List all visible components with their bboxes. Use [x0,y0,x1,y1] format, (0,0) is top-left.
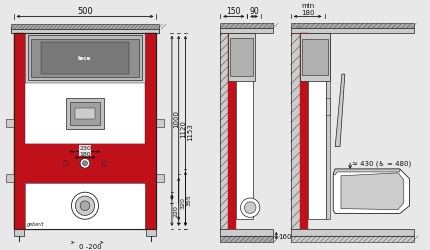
Bar [230,38,253,77]
Text: 90: 90 [249,7,259,16]
Bar [11,30,160,34]
Bar [13,34,157,229]
Text: 500: 500 [77,7,93,16]
Bar [291,229,415,236]
Bar [70,102,101,126]
Text: min
180: min 180 [301,3,314,16]
Bar [6,120,13,128]
Text: 355: 355 [187,193,192,205]
Bar [291,29,415,34]
Text: 180: 180 [79,152,91,156]
Bar [25,34,145,84]
Bar [220,29,273,34]
Bar [25,144,145,183]
Text: 220: 220 [173,204,178,216]
Bar [220,229,273,236]
Polygon shape [335,75,345,147]
Bar [11,25,160,30]
Bar [75,108,95,120]
Bar [326,34,330,220]
Bar [6,174,13,182]
Text: 160: 160 [278,233,292,239]
Polygon shape [341,173,404,210]
Polygon shape [333,169,409,214]
Bar [25,84,145,144]
Bar [157,174,164,182]
Bar [220,236,273,242]
Text: tece: tece [78,56,92,61]
Circle shape [83,161,87,166]
Bar [301,34,308,229]
Circle shape [240,198,260,218]
Bar [291,236,415,242]
Text: 320: 320 [180,196,185,208]
Bar [220,34,228,229]
Bar [302,40,329,76]
Bar [146,229,156,236]
Bar [228,34,236,229]
Bar [145,34,157,229]
Text: ≈ 430 (♿ = 480): ≈ 430 (♿ = 480) [352,160,411,167]
Bar [291,24,415,29]
Bar [326,98,330,116]
Circle shape [63,161,68,166]
Bar [40,42,129,75]
Bar [13,34,25,229]
Bar [31,40,139,78]
Bar [291,34,301,229]
Bar [308,34,326,220]
Text: 230: 230 [79,146,91,150]
Circle shape [80,201,90,211]
Bar [25,183,145,229]
Bar [15,229,24,236]
Bar [13,34,157,229]
Text: 1153: 1153 [187,122,193,140]
Text: geberit: geberit [27,221,45,226]
Text: 0 -200: 0 -200 [79,243,101,249]
Text: 1120: 1120 [180,120,186,138]
Text: 150: 150 [227,7,241,16]
Circle shape [102,161,107,166]
Bar [157,120,164,128]
Circle shape [75,196,95,216]
Bar [228,34,255,82]
Bar [28,36,142,81]
Circle shape [71,192,98,220]
Bar [220,24,273,29]
Circle shape [80,159,90,168]
Text: 1000: 1000 [173,110,179,127]
Polygon shape [333,169,400,175]
Bar [301,34,330,82]
Circle shape [244,202,256,213]
Bar [66,99,104,130]
Bar [236,34,253,220]
